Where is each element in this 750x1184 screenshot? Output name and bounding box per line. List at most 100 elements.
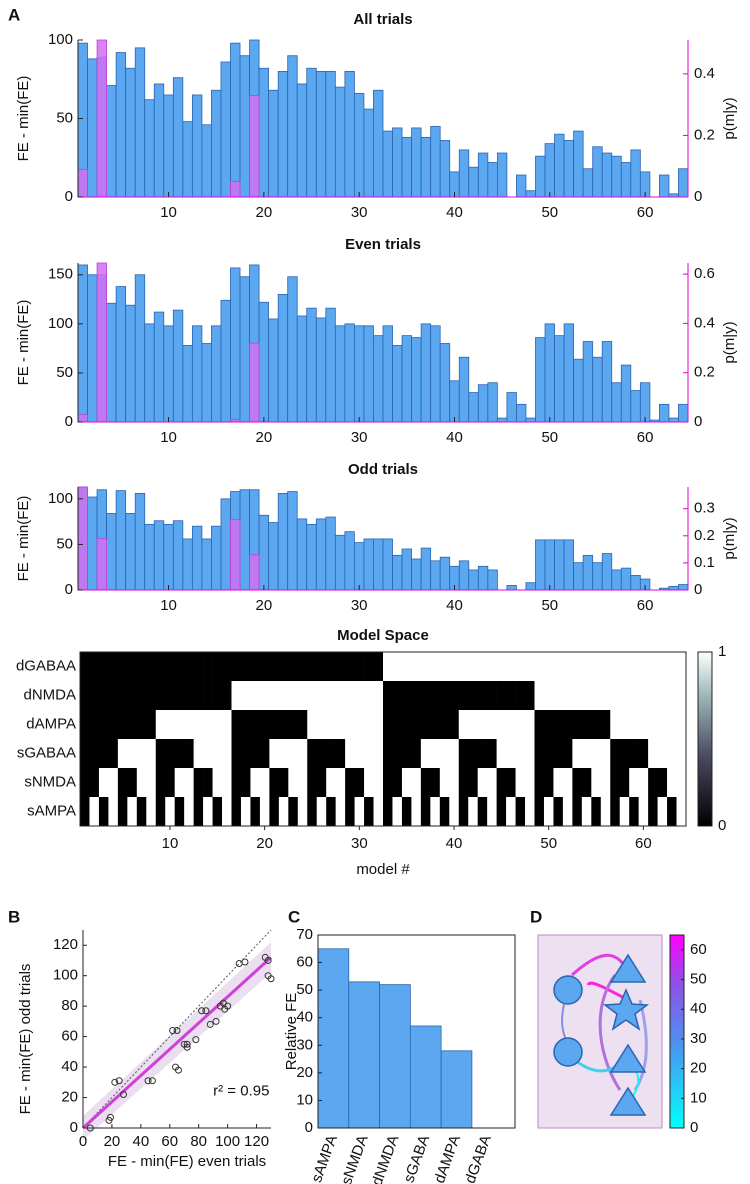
x-tick-label: 20 — [256, 204, 273, 221]
scatter-point — [267, 975, 275, 983]
fe-bar — [392, 554, 403, 591]
fe-bar — [211, 325, 222, 423]
heatmap-cell — [468, 652, 478, 682]
heatmap-cell — [667, 768, 677, 798]
scatter-point — [111, 1078, 119, 1086]
heatmap-cell — [316, 797, 327, 827]
scatter-point — [173, 1027, 181, 1035]
probability-bar — [96, 538, 107, 591]
heatmap-cell — [449, 681, 460, 711]
fe-bar — [182, 121, 193, 198]
bar — [379, 984, 411, 1129]
heatmap-cell — [89, 652, 100, 682]
heatmap-cell — [354, 681, 365, 711]
heatmap-cell — [345, 710, 355, 740]
heatmap-cell — [155, 768, 166, 798]
heatmap-cell — [203, 797, 213, 827]
heatmap-cell — [364, 768, 374, 798]
heatmap-cell — [269, 768, 280, 798]
fe-bar — [430, 325, 441, 423]
heatmap-cell — [392, 797, 403, 827]
x-tick-label: 30 — [351, 597, 368, 614]
heatmap-cell — [288, 797, 299, 827]
fe-bar — [144, 99, 155, 198]
bar — [348, 981, 380, 1129]
fe-bar — [134, 274, 146, 423]
fe-bar — [277, 492, 289, 591]
heatmap-cell — [581, 681, 592, 711]
fe-bar — [191, 94, 203, 198]
heatmap-cell — [392, 681, 403, 711]
heatmap-cell — [600, 710, 611, 740]
fe-bar — [477, 384, 489, 423]
fe-bar — [296, 83, 308, 198]
fe-bar — [516, 174, 527, 198]
heatmap-cell — [89, 681, 100, 711]
heatmap-cell — [307, 797, 318, 827]
fe-bar — [411, 558, 422, 591]
heatmap-cell — [657, 739, 668, 769]
heatmap-cell — [525, 710, 535, 740]
heatmap-cell — [297, 681, 308, 711]
heatmap-cell — [269, 797, 280, 827]
heatmap-cell — [98, 681, 109, 711]
heatmap-cell — [543, 768, 554, 798]
x-tick-label: 60 — [161, 1133, 178, 1150]
heatmap-cell — [515, 710, 526, 740]
heatmap-cell — [449, 739, 460, 769]
y2-tick-label: 0.2 — [694, 527, 715, 544]
node-triangle — [609, 1043, 647, 1073]
heatmap-cell — [600, 652, 611, 682]
heatmap-cell — [534, 739, 545, 769]
heatmap-cell — [335, 652, 346, 682]
heatmap-cell — [600, 681, 611, 711]
fe-bar — [401, 335, 412, 423]
heatmap-cell — [515, 652, 526, 682]
heatmap-cell — [80, 710, 90, 740]
heatmap-cell — [657, 652, 668, 682]
heatmap-cell — [212, 652, 223, 682]
heatmap-cell — [515, 768, 526, 798]
heatmap-cell — [117, 739, 128, 769]
colorbar-tick-label: 30 — [690, 1030, 707, 1047]
heatmap-cell — [383, 739, 393, 769]
heatmap-cell — [572, 739, 583, 769]
fe-bar — [191, 525, 203, 591]
node-star — [602, 988, 650, 1031]
fe-bar — [668, 585, 679, 591]
heatmap-cell — [496, 739, 507, 769]
y-tick-label: 80 — [61, 997, 78, 1014]
heatmap-cell — [383, 710, 393, 740]
x-tick-label: 40 — [446, 429, 463, 446]
heatmap-cell — [259, 768, 270, 798]
heatmap-cell — [297, 797, 308, 827]
fe-bar — [268, 522, 279, 591]
fe-bar — [487, 382, 498, 423]
colorbar — [669, 934, 685, 1129]
heatmap-cell — [420, 710, 431, 740]
y-tick-label: 30 — [296, 1036, 313, 1053]
heatmap-cell — [316, 739, 327, 769]
heatmap-cell — [667, 710, 677, 740]
scatter-point — [119, 1090, 127, 1098]
heatmap-cell — [89, 710, 100, 740]
heatmap-cell — [619, 710, 630, 740]
y2-tick-label: 0.4 — [694, 314, 715, 331]
colorbar-tick-label: 20 — [690, 1060, 707, 1077]
y-tick-label: 20 — [296, 1064, 313, 1081]
heatmap-cell — [534, 768, 545, 798]
heatmap-cell — [477, 710, 488, 740]
heatmap-cell — [439, 652, 450, 682]
heatmap-cell — [591, 710, 602, 740]
heatmap-cell — [354, 652, 365, 682]
heatmap-cell — [373, 710, 384, 740]
heatmap-cell — [316, 652, 327, 682]
colorbar-tick-label: 40 — [690, 1000, 707, 1017]
x-tick-label: 20 — [256, 429, 273, 446]
heatmap-cell — [354, 797, 365, 827]
y-tick-label: 0 — [65, 413, 73, 430]
heatmap-cell — [222, 768, 232, 798]
heatmap-cell — [468, 710, 478, 740]
heatmap-cell — [345, 681, 355, 711]
fe-bar — [220, 61, 231, 198]
